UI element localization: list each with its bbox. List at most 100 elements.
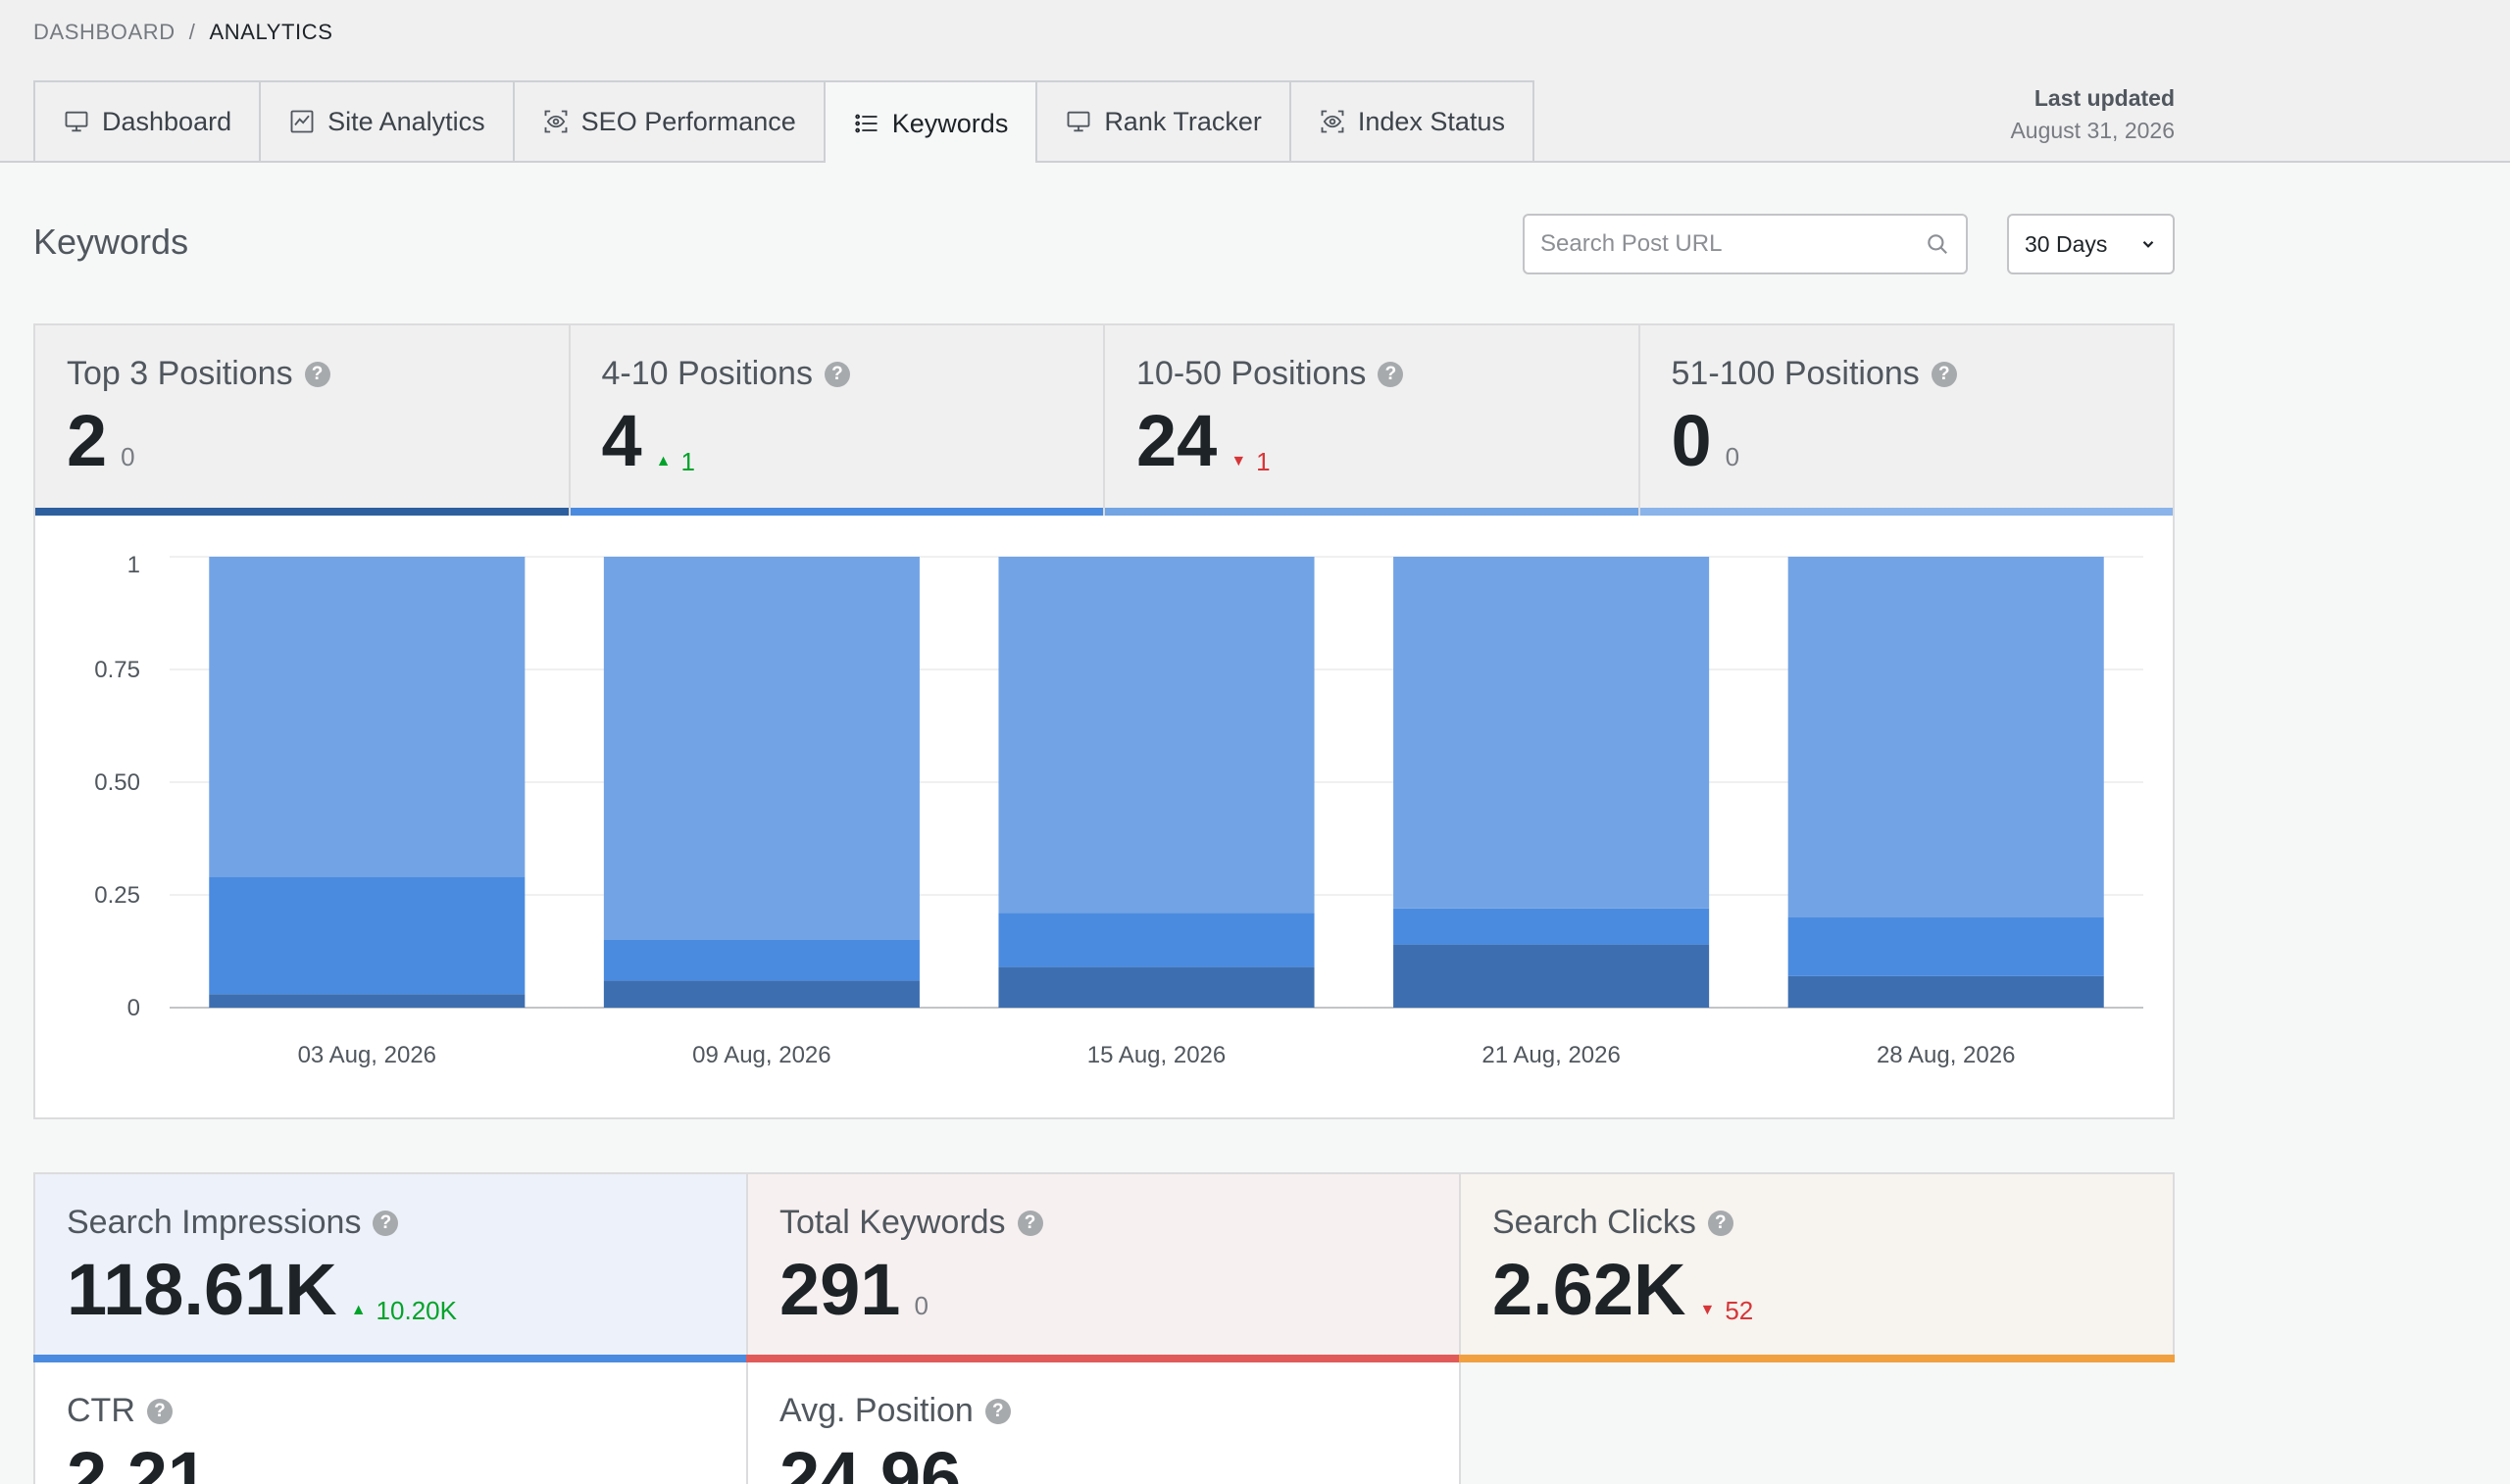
card-label: CTR — [67, 1392, 135, 1429]
card-delta: ▼ 52 — [1699, 1295, 1754, 1325]
search-impressions-card[interactable]: Search Impressions? 118.61K ▲ 10.20K — [33, 1172, 748, 1362]
y-tick-label: 0 — [127, 995, 140, 1021]
card-color-bar — [1459, 1355, 2175, 1362]
trend-up-icon: ▲ — [655, 453, 672, 470]
tab-label: Site Analytics — [327, 106, 485, 136]
y-tick-label: 1 — [127, 552, 140, 578]
card-label: Search Clicks — [1492, 1204, 1696, 1241]
search-field[interactable] — [1523, 214, 1968, 274]
card-delta: ▲ 1 — [655, 446, 695, 476]
y-tick-label: 0.75 — [94, 657, 140, 683]
card-label: 10-50 Positions — [1136, 355, 1367, 392]
monitor-icon — [65, 111, 88, 132]
total-keywords-card[interactable]: Total Keywords? 291 0 — [746, 1172, 1461, 1362]
bar-segment — [603, 557, 920, 940]
x-tick-label: 15 Aug, 2026 — [1087, 1042, 1226, 1068]
card-color-bar — [33, 1355, 748, 1362]
help-icon[interactable]: ? — [146, 1398, 173, 1424]
tab-site-analytics[interactable]: Site Analytics — [259, 80, 513, 163]
tab-label: Rank Tracker — [1104, 106, 1262, 136]
tab-keywords[interactable]: Keywords — [823, 80, 1036, 165]
bar-segment — [1787, 975, 2104, 1008]
chevron-down-icon — [2142, 240, 2154, 248]
y-tick-label: 0.25 — [94, 882, 140, 909]
help-icon[interactable]: ? — [1931, 361, 1957, 387]
tab-label: SEO Performance — [580, 106, 796, 136]
last-updated-label: Last updated — [2033, 85, 2175, 111]
bar-segment — [1393, 557, 1710, 909]
metrics-section: Search Impressions? 118.61K ▲ 10.20K Total… — [33, 1172, 2175, 1484]
positions-chart: 0 0.25 0.50 0.75 1 03 Aug, 2026 09 Aug, 2026 15… — [35, 516, 2173, 1117]
help-icon[interactable]: ? — [304, 361, 330, 387]
date-range-select[interactable]: 30 Days — [2007, 214, 2175, 274]
breadcrumb-separator: / — [188, 20, 196, 44]
bar-segment — [998, 557, 1315, 914]
card-label: Total Keywords — [779, 1204, 1006, 1241]
bar-segment — [209, 994, 526, 1008]
avg-position-card[interactable]: Avg. Position? 24.96 — [746, 1362, 1461, 1484]
card-value: 0 — [1671, 400, 1712, 481]
card-value: 2.62K — [1492, 1249, 1686, 1330]
main-content: Keywords 30 Days Top 3 Positions? 20 4-1… — [0, 163, 2510, 1484]
search-input[interactable] — [1540, 230, 1925, 258]
list-icon — [855, 114, 878, 133]
x-tick-label: 21 Aug, 2026 — [1481, 1042, 1620, 1068]
card-delta: 0 — [1725, 442, 1740, 471]
help-icon[interactable]: ? — [1017, 1210, 1043, 1236]
monitor-icon — [1067, 111, 1090, 132]
tab-index-status[interactable]: Index Status — [1288, 80, 1534, 163]
bar-segment — [1393, 908, 1710, 945]
x-tick-label: 28 Aug, 2026 — [1877, 1042, 2015, 1068]
card-color-bar — [1639, 508, 2173, 516]
card-value: 24 — [1136, 400, 1218, 481]
eye-scan-icon — [544, 110, 568, 133]
card-label: Search Impressions — [67, 1204, 362, 1241]
card-value: 118.61K — [67, 1249, 337, 1330]
last-updated: Last updated August 31, 2026 — [2010, 82, 2175, 147]
tab-rank-tracker[interactable]: Rank Tracker — [1035, 80, 1289, 163]
card-label: Avg. Position — [779, 1392, 974, 1429]
help-icon[interactable]: ? — [1378, 361, 1404, 387]
date-range-value: 30 Days — [2025, 230, 2108, 257]
card-value: 4 — [601, 400, 642, 481]
card-value: 2.21 — [67, 1437, 209, 1484]
help-icon[interactable]: ? — [984, 1398, 1011, 1424]
bar-segment — [1787, 557, 2104, 917]
breadcrumb-dashboard-link[interactable]: DASHBOARD — [33, 20, 176, 44]
card-value: 2 — [67, 400, 108, 481]
card-label: 51-100 Positions — [1671, 355, 1920, 392]
card-delta: ▲ 10.20K — [350, 1295, 457, 1325]
card-color-bar — [1105, 508, 1638, 516]
tab-bar: Dashboard Site Analytics SEO Performance… — [33, 80, 1534, 165]
tab-dashboard[interactable]: Dashboard — [33, 80, 260, 163]
4-10-positions-card[interactable]: 4-10 Positions? 4 ▲ 1 — [570, 325, 1105, 516]
bar-segment — [1787, 917, 2104, 976]
tab-seo-performance[interactable]: SEO Performance — [512, 80, 824, 163]
bar-segment — [209, 557, 526, 877]
card-color-bar — [35, 508, 569, 516]
breadcrumb: DASHBOARD / ANALYTICS — [33, 20, 333, 45]
card-color-bar — [746, 1355, 1461, 1362]
10-50-positions-card[interactable]: 10-50 Positions? 24 ▼ 1 — [1105, 325, 1640, 516]
line-chart-icon — [290, 110, 314, 133]
ctr-card[interactable]: CTR? 2.21 — [33, 1362, 748, 1484]
breadcrumb-current: ANALYTICS — [209, 20, 333, 44]
x-tick-label: 09 Aug, 2026 — [692, 1042, 830, 1068]
card-label: 4-10 Positions — [601, 355, 813, 392]
search-icon[interactable] — [1925, 231, 1950, 257]
trend-up-icon: ▲ — [350, 1302, 367, 1318]
search-clicks-card[interactable]: Search Clicks? 2.62K ▼ 52 — [1459, 1172, 2175, 1362]
help-icon[interactable]: ? — [824, 361, 850, 387]
page-title: Keywords — [33, 222, 189, 262]
help-icon[interactable]: ? — [373, 1210, 399, 1236]
card-color-bar — [570, 508, 1103, 516]
tab-label: Keywords — [891, 108, 1009, 138]
help-icon[interactable]: ? — [1707, 1210, 1733, 1236]
eye-scan-icon — [1321, 110, 1344, 133]
stacked-bar-chart: 0 0.25 0.50 0.75 1 03 Aug, 2026 09 Aug, 2026 15… — [94, 552, 2143, 1068]
tab-label: Index Status — [1357, 106, 1505, 136]
y-tick-label: 0.50 — [94, 769, 140, 796]
